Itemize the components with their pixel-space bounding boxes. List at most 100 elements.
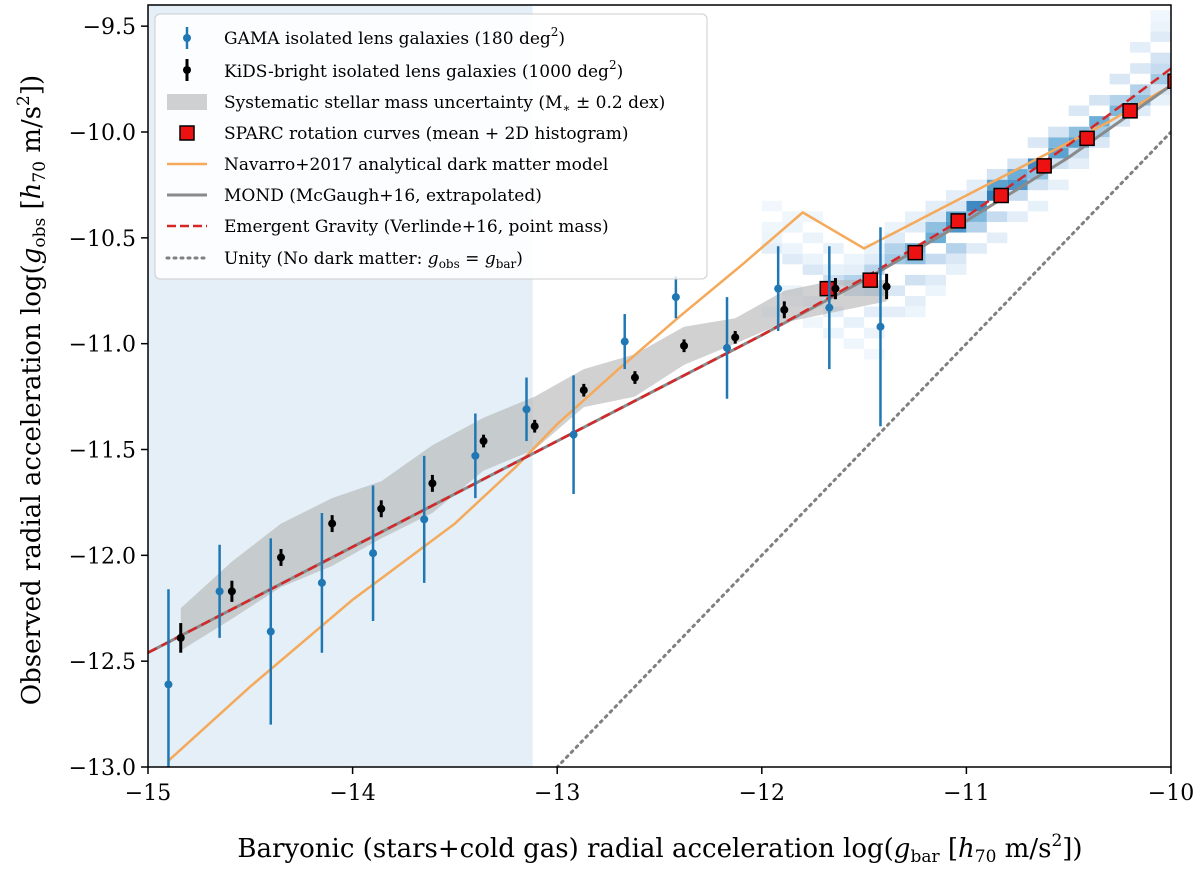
gama-point xyxy=(569,430,578,439)
x-tick-label: −11 xyxy=(943,781,989,806)
histogram-cell xyxy=(864,243,885,254)
histogram-cell xyxy=(1089,137,1110,148)
histogram-cell xyxy=(1027,200,1049,212)
legend-marker-band xyxy=(167,94,207,110)
sparc-point xyxy=(950,213,966,229)
histogram-cell xyxy=(1027,169,1049,180)
histogram-cell xyxy=(966,179,987,191)
histogram-cell xyxy=(884,243,906,254)
kids-point xyxy=(780,305,789,314)
histogram-cell xyxy=(1048,179,1069,191)
histogram-cell xyxy=(1027,179,1049,191)
histogram-cell xyxy=(1130,94,1151,106)
histogram-cell xyxy=(1007,169,1028,180)
histogram-cell xyxy=(864,253,885,265)
sparc-point xyxy=(1036,158,1052,174)
histogram-cell xyxy=(1130,105,1151,117)
unity-line xyxy=(555,130,1171,767)
legend-marker-sparc xyxy=(179,125,195,141)
histogram-cell xyxy=(884,306,906,318)
histogram-cell xyxy=(905,274,926,286)
histogram-cell xyxy=(864,327,885,339)
histogram-cell xyxy=(905,306,926,318)
y-tick-label: −10.0 xyxy=(69,121,136,146)
kids-point xyxy=(882,282,891,291)
histogram-cell xyxy=(925,253,946,265)
y-tick-label: −12.0 xyxy=(69,544,136,569)
histogram-cell xyxy=(782,243,803,254)
histogram-cell xyxy=(884,285,906,297)
legend-label-mond: MOND (McGaugh+16, extrapolated) xyxy=(224,186,542,206)
histogram-cell xyxy=(966,211,987,222)
histogram-cell xyxy=(986,211,1008,222)
histogram-cell xyxy=(945,243,967,254)
legend-marker-kids-dot xyxy=(183,66,191,74)
histogram-cell xyxy=(966,243,987,254)
legend-label-navarro: Navarro+2017 analytical dark matter mode… xyxy=(224,155,608,175)
histogram-cell xyxy=(802,232,824,244)
histogram-cell xyxy=(782,221,803,233)
histogram-cell xyxy=(823,243,844,254)
histogram-cell xyxy=(1109,94,1131,106)
kids-point xyxy=(328,519,337,528)
histogram-cell xyxy=(1068,158,1090,170)
histogram-cell xyxy=(1068,126,1090,138)
y-tick-label: −13.0 xyxy=(69,756,136,781)
histogram-cell xyxy=(1027,137,1049,148)
histogram-cell xyxy=(843,264,865,275)
histogram-cell xyxy=(802,211,824,222)
gama-point xyxy=(671,293,680,302)
histogram-cell xyxy=(1150,10,1171,21)
histogram-cell xyxy=(1007,179,1028,191)
histogram-cell xyxy=(864,264,885,275)
legend-label-gama: GAMA isolated lens galaxies (180 deg2) xyxy=(224,25,565,49)
histogram-cell xyxy=(1048,137,1069,148)
x-axis-label: Baryonic (stars+cold gas) radial acceler… xyxy=(237,831,1082,867)
kids-point xyxy=(377,504,386,513)
y-tick-label: −12.5 xyxy=(69,650,136,675)
kids-point xyxy=(176,633,185,642)
legend: GAMA isolated lens galaxies (180 deg2) K… xyxy=(154,13,708,280)
histogram-cell xyxy=(1150,63,1171,74)
histogram-cell xyxy=(925,211,946,222)
histogram-cell xyxy=(761,243,783,254)
kids-point xyxy=(680,341,689,350)
kids-point xyxy=(276,553,285,562)
histogram-cell xyxy=(1068,147,1090,159)
histogram-cell xyxy=(1007,158,1028,170)
gama-point xyxy=(723,343,732,352)
histogram-cell xyxy=(1130,84,1151,95)
histogram-cell xyxy=(884,221,906,233)
histogram-cell xyxy=(925,274,946,286)
gama-point xyxy=(774,284,783,293)
legend-label-eg: Emergent Gravity (Verlinde+16, point mas… xyxy=(224,217,609,237)
histogram-cell xyxy=(864,306,885,318)
histogram-cell xyxy=(843,317,865,328)
kids-point xyxy=(227,587,236,596)
histogram-cell xyxy=(1048,126,1069,138)
histogram-cell xyxy=(1150,31,1171,43)
histogram-cell xyxy=(905,211,926,222)
histogram-cell xyxy=(905,221,926,233)
gama-point xyxy=(317,578,326,587)
y-tick-label: −11.0 xyxy=(69,333,136,358)
histogram-cell xyxy=(1150,84,1171,95)
histogram-cell xyxy=(986,232,1008,244)
kids-point xyxy=(831,284,840,293)
histogram-cell xyxy=(986,169,1008,180)
gama-point xyxy=(369,549,378,558)
y-tick-label: −11.5 xyxy=(69,439,136,464)
histogram-cell xyxy=(823,274,844,286)
navarro-line xyxy=(167,84,1171,762)
histogram-cell xyxy=(1089,116,1110,127)
histogram-cell xyxy=(761,200,783,212)
histogram-cell xyxy=(945,264,967,275)
plot-frame xyxy=(147,4,1172,768)
histogram-cell xyxy=(1007,190,1028,201)
legend-marker-gama-dot xyxy=(183,34,191,42)
histogram-cell xyxy=(864,348,885,360)
x-tick-label: −13 xyxy=(534,781,580,806)
x-tick-label: −12 xyxy=(739,781,785,806)
kids-point xyxy=(479,437,488,446)
